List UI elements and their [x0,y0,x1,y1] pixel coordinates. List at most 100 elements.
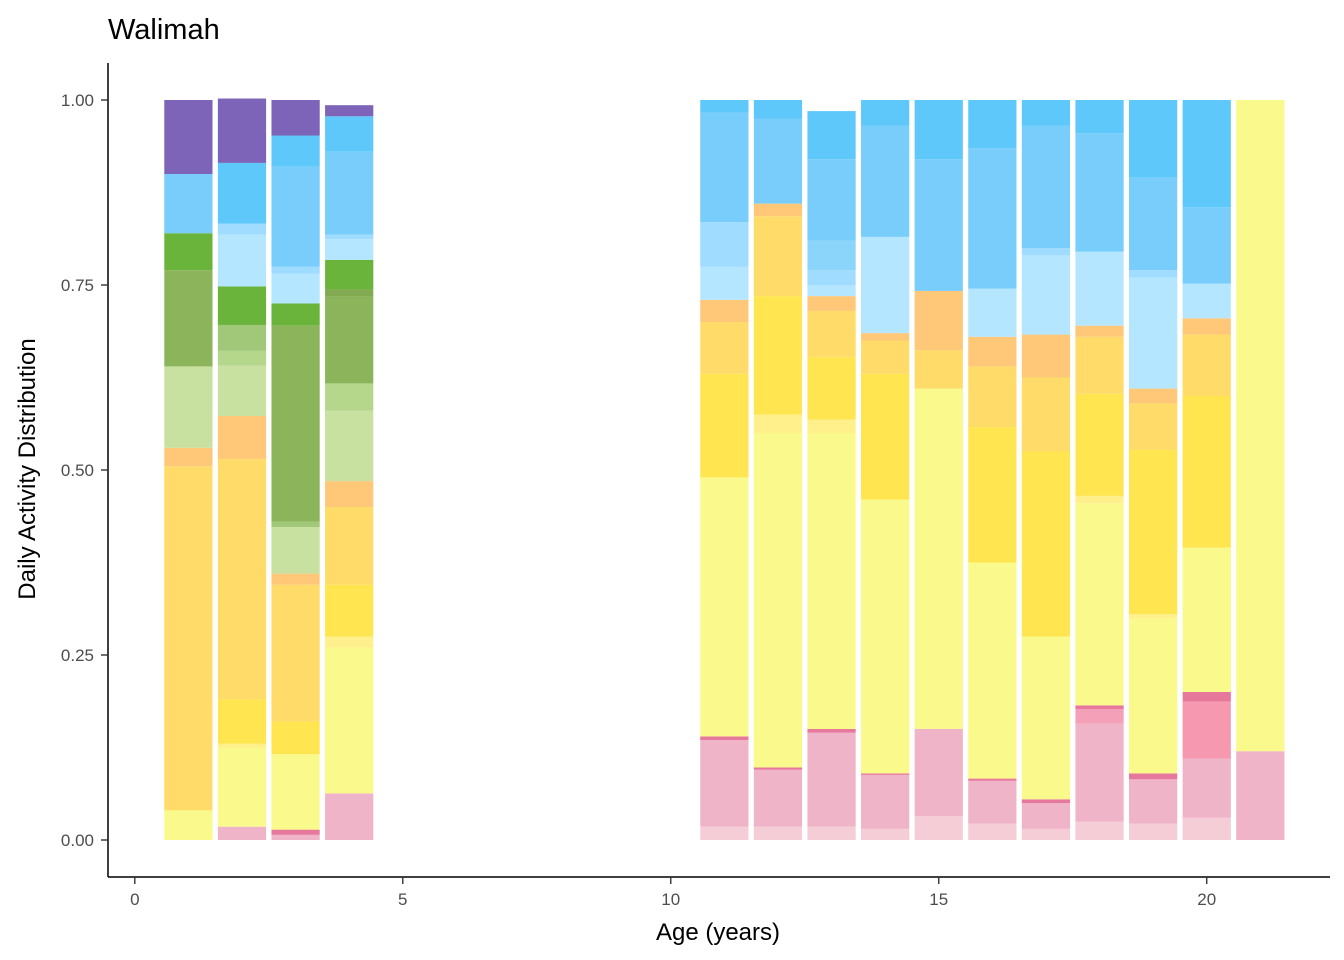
bar-segment [217,699,267,744]
bar-segment [914,100,963,160]
bar-age-17 [1021,100,1071,840]
bar-segment [217,98,267,163]
bar-segment [271,100,320,136]
bar-segment [700,477,749,737]
bar-segment [1182,318,1231,335]
bar-segment [914,350,963,389]
bar-segment [1021,334,1071,378]
bar-segment [968,148,1017,289]
bar-segment [753,216,803,297]
bar-segment [968,562,1017,779]
bar-segment [325,481,374,507]
bar-segment [968,778,1017,781]
bar-segment [1021,100,1071,126]
y-tick-label: 0.75 [61,276,94,295]
bar-segment [271,754,320,830]
bar-segment [1129,270,1178,278]
bar-segment [271,521,320,527]
bar-segment [217,223,267,235]
bar-segment [217,458,267,700]
bar-segment [861,773,910,775]
bar-segment [271,166,320,267]
bar-segment [807,419,856,433]
bar-segment [700,112,749,223]
bar-segment [1182,100,1231,208]
bar-segment [1182,758,1231,818]
bar-segment [1021,799,1071,803]
bar-segment [325,151,374,235]
x-axis-title: Age (years) [656,919,780,946]
bar-segment [217,162,267,224]
bar-segment [807,356,856,420]
bar-segment [700,100,749,113]
bar-segment [164,100,213,174]
bar-segment [271,303,320,326]
bar-segment [325,647,374,794]
bar-segment [325,239,374,260]
bar-segment [1075,709,1124,724]
bar-segment [1182,692,1231,702]
bar-segment [164,270,213,367]
bar-segment [271,829,320,835]
x-tick-label: 10 [661,890,680,909]
bar-age-3 [271,100,320,840]
bar-segment [1075,723,1124,822]
bar-segment [753,769,803,827]
bar-age-11 [700,100,749,840]
bar-segment [271,584,320,722]
bar-segment [1021,377,1071,452]
bars-layer [164,98,1285,840]
bar-segment [325,289,374,297]
bar-segment [217,415,267,459]
bar-segment [807,729,856,733]
bar-segment [1129,618,1178,774]
bar-segment [325,793,374,840]
bar-segment [217,743,267,748]
bar-segment [1182,396,1231,548]
bar-segment [1075,133,1124,252]
bar-segment [968,100,1017,149]
bar-segment [1021,255,1071,335]
bar-segment [1129,779,1178,824]
bar-segment [861,100,910,126]
bar-segment [807,296,856,311]
bar-segment [271,266,320,274]
bar-segment [861,828,910,840]
bar-segment [217,286,267,325]
bar-segment [217,350,267,366]
y-tick-label: 0.25 [61,646,94,665]
bar-segment [968,366,1017,428]
bar-segment [164,810,213,840]
x-tick-label: 0 [130,890,139,909]
bar-segment [1182,334,1231,396]
bar-segment [861,333,910,341]
bar-segment [325,584,374,637]
bar-segment [753,826,803,840]
bar-segment [1129,614,1178,618]
bar-segment [968,427,1017,563]
y-ticks: 0.00 0.25 0.50 0.75 1.00 [61,91,108,850]
chart-title: Walimah [108,14,220,46]
bar-segment [807,111,856,160]
bar-segment [1075,495,1124,504]
bar-segment [325,259,374,290]
bar-segment [700,299,749,322]
bar-segment [1075,336,1124,394]
bar-segment [164,466,213,811]
bar-segment [753,414,803,433]
bar-segment [807,240,856,271]
bar-age-1 [164,100,213,840]
bar-segment [1075,100,1124,134]
bar-segment [1021,451,1071,637]
bar-segment [1129,177,1178,271]
bar-segment [217,324,267,351]
bar-segment [325,636,374,648]
bar-segment [1075,821,1124,840]
bar-segment [325,507,374,585]
bar-segment [1236,100,1285,752]
bar-segment [1021,248,1071,256]
bar-segment [1129,100,1178,178]
bar-segment [1021,125,1071,248]
bar-segment [1021,636,1071,800]
